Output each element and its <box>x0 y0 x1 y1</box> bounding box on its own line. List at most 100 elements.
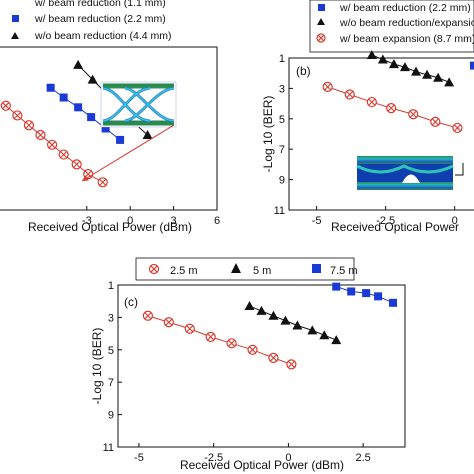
legend-b: w/ beam reduction (2.2 mm) w/o beam redu… <box>309 0 474 53</box>
legend-square-marker <box>318 4 325 11</box>
data-point-a-2-0 <box>73 59 84 69</box>
legend-c: 2.5 m 5 m 7.5 m <box>135 257 358 281</box>
data-point-b-0-0-cross <box>324 83 332 91</box>
data-point-c-0-6-cross <box>270 354 277 362</box>
legend-a-text-2: w/o beam reduction (4.4 mm) <box>34 30 172 42</box>
ytick-label-b-4: 9 <box>279 175 285 187</box>
legend-square-marker <box>12 15 19 22</box>
data-point-c-0-2 <box>184 323 195 334</box>
axes-a <box>0 46 218 211</box>
data-point-c-0-3-cross <box>207 333 215 341</box>
legend-c-text-1: 5 m <box>253 265 271 277</box>
data-point-a-0-2 <box>23 120 35 131</box>
data-point-a-0-4 <box>46 139 58 150</box>
legend-b-text-0: w/ beam reduction (2.2 mm) <box>339 2 471 14</box>
data-point-b-0-6-cross <box>454 124 461 132</box>
data-point-a-0-3-cross <box>37 131 44 139</box>
legend-a-text-1: w/ beam reduction (2.2 mm) <box>34 13 166 25</box>
data-point-c-1-4 <box>292 320 303 330</box>
ytick-label-b-5: 11 <box>274 205 285 217</box>
legend-b-row-1: w/o beam reduction/expansion <box>317 17 474 29</box>
data-point-c-1-5 <box>307 325 318 335</box>
data-point-c-0-5 <box>247 344 258 355</box>
ytick-label-c-4: 9 <box>108 410 114 422</box>
xtick-label-a-2: 3 <box>171 215 177 227</box>
legend-a-row-2: w/o beam reduction (4.4 mm) <box>11 30 172 42</box>
data-point-c-2-0 <box>332 282 341 291</box>
data-point-b-0-1 <box>344 89 355 100</box>
data-point-a-1-2 <box>74 103 83 112</box>
xtick-label-b-1: -2.5 <box>376 215 395 227</box>
xlabel-b: Received Optical Power <box>331 220 459 234</box>
data-point-a-0-8-cross <box>99 178 107 186</box>
data-point-a-2-1 <box>87 74 98 84</box>
data-point-c-1-1 <box>256 305 267 315</box>
legend-square-marker <box>312 264 321 273</box>
axes-a-frame <box>0 46 218 211</box>
legend-triangle-marker <box>317 18 325 25</box>
data-point-b-0-4 <box>408 109 419 120</box>
eye-inset-a <box>100 81 177 128</box>
data-point-c-1-7 <box>331 335 342 345</box>
eye-inset-b-top <box>357 156 453 164</box>
legend-c-row-2: 7.5 m <box>312 264 358 277</box>
eye-inset-b-opening <box>402 174 420 183</box>
data-point-c-2-1 <box>347 287 356 296</box>
legend-circle-x-marker <box>148 263 160 275</box>
ytick-label-b-0: 1 <box>279 53 285 65</box>
data-point-c-0-6 <box>268 352 279 363</box>
panel-a: w/ beam reduction (1.1 mm) w/ beam reduc… <box>0 0 220 227</box>
data-point-b-0-3 <box>386 103 397 114</box>
data-point-b-1-4 <box>411 66 422 76</box>
data-point-c-0-4 <box>226 338 237 349</box>
data-point-c-0-1 <box>163 317 174 328</box>
data-point-c-1-2 <box>268 310 279 320</box>
legend-triangle-marker <box>11 32 19 39</box>
legend-a-text-0: w/ beam reduction (1.1 mm) <box>34 0 166 9</box>
xtick-label-a-3: 6 <box>214 215 220 227</box>
xtick-label-b-0: -5 <box>312 215 322 227</box>
data-point-a-1-1 <box>59 93 68 102</box>
data-point-b-1-3 <box>399 62 410 72</box>
data-point-b-1-7 <box>444 77 455 87</box>
data-point-a-1-4 <box>101 124 110 133</box>
data-point-b-1-5 <box>422 69 433 79</box>
legend-triangle-marker <box>231 263 241 273</box>
data-point-a-0-1-cross <box>13 112 21 119</box>
data-point-c-0-7 <box>286 359 297 370</box>
ytick-label-c-0: 1 <box>108 280 114 292</box>
data-point-b-0-2-cross <box>368 98 376 106</box>
ytick-label-c-3: 7 <box>108 377 114 389</box>
data-point-b-0-0 <box>322 81 333 92</box>
xtick-label-a-0: -3 <box>82 215 92 227</box>
legend-c-text-0: 2.5 m <box>170 265 198 277</box>
legend-a-row-0: w/ beam reduction (1.1 mm) <box>34 0 166 9</box>
data-point-c-2-3 <box>374 292 383 301</box>
panel-b: w/ beam reduction (2.2 mm) w/o beam redu… <box>261 0 474 227</box>
xlabel-c: Received Optical Power (dBm) <box>180 458 344 472</box>
data-point-b-0-4-cross <box>409 110 417 118</box>
data-point-c-0-0-cross <box>144 312 152 320</box>
ytick-label-c-2: 5 <box>108 345 114 357</box>
legend-b-row-0: w/ beam reduction (2.2 mm) <box>318 2 471 14</box>
data-point-c-0-0 <box>142 310 153 321</box>
xtick-label-a-1: 0 <box>127 215 133 227</box>
data-point-c-0-3 <box>205 331 216 342</box>
data-point-b-0-5-cross <box>431 118 439 126</box>
legend-a-row-1: w/ beam reduction (2.2 mm) <box>12 13 166 25</box>
data-point-a-1-3 <box>87 113 96 122</box>
data-point-b-0-6 <box>452 122 463 134</box>
xtick-label-c-1: -2.5 <box>204 452 223 464</box>
eye-inset-a-frame <box>100 81 177 128</box>
data-point-b-0-5 <box>430 116 441 127</box>
legend-c-row-1: 5 m <box>231 263 271 277</box>
legend-b-text-2: w/ beam expansion (8.7 mm) <box>339 33 474 45</box>
data-point-a-2-5 <box>142 130 153 140</box>
data-point-b-0-1-cross <box>346 91 354 98</box>
legend-b-box <box>309 0 474 53</box>
data-point-c-0-1-cross <box>165 318 173 326</box>
data-point-b-1-6 <box>433 72 444 82</box>
data-point-a-0-6 <box>71 159 82 170</box>
eye-crossing-highlight <box>102 87 175 122</box>
